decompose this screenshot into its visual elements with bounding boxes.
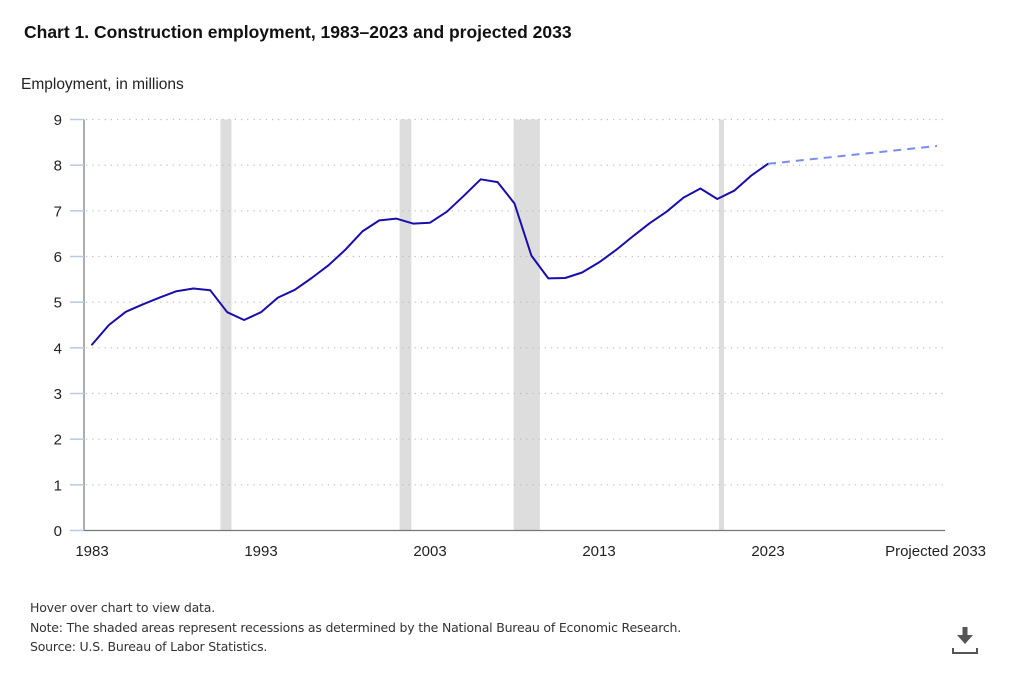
data-point	[765, 161, 771, 167]
y-tick-label: 1	[54, 477, 62, 494]
series	[89, 143, 940, 348]
data-point	[89, 342, 95, 348]
data-point	[275, 295, 281, 301]
y-tick-label: 9	[54, 112, 62, 129]
y-tick-label: 8	[54, 158, 62, 175]
data-point	[393, 216, 399, 222]
data-point	[106, 322, 112, 328]
data-point	[241, 317, 247, 323]
data-point	[647, 220, 653, 226]
data-point	[562, 275, 568, 281]
data-point	[528, 253, 534, 259]
gridlines	[86, 118, 945, 486]
data-point	[376, 217, 382, 223]
y-tick-label: 4	[54, 340, 62, 357]
chart-plot[interactable]: 0 1 2 3 4 5 6 7 8 9 1983 1993 2003 2013 2023 Projected…	[0, 0, 1024, 580]
data-point	[596, 259, 602, 265]
data-point	[681, 195, 687, 201]
x-tick-label: 2013	[582, 543, 615, 560]
y-tick-label: 6	[54, 249, 62, 266]
chart-footer: Hover over chart to view data. Note: The…	[30, 598, 681, 657]
data-point	[292, 287, 298, 293]
recession-band	[399, 119, 412, 531]
x-ticks: 1983 1993 2003 2013 2023 Projected 2033	[75, 543, 986, 560]
data-point	[461, 193, 467, 199]
data-point	[478, 176, 484, 182]
y-tick-label: 2	[54, 432, 62, 449]
recession-band	[718, 119, 724, 531]
data-point	[427, 220, 433, 226]
data-point	[410, 221, 416, 227]
y-tick-label: 0	[54, 523, 62, 540]
data-point	[190, 285, 196, 291]
data-point	[444, 209, 450, 215]
y-tick-label: 5	[54, 295, 62, 312]
data-point	[579, 269, 585, 275]
data-point	[309, 275, 315, 281]
employment-line	[91, 162, 769, 346]
data-point	[934, 143, 940, 149]
data-point	[326, 262, 332, 268]
download-icon	[952, 627, 978, 654]
data-point	[174, 288, 180, 294]
recession-band	[513, 119, 540, 531]
data-point	[545, 275, 551, 281]
y-tick-label: 7	[54, 203, 62, 220]
data-point	[714, 196, 720, 202]
projection-line	[767, 145, 938, 165]
x-tick-label: 2003	[413, 543, 446, 560]
x-tick-label: Projected 2033	[885, 543, 986, 560]
data-point	[512, 201, 518, 207]
data-point	[748, 173, 754, 179]
recession-note: Note: The shaded areas represent recessi…	[30, 619, 682, 635]
y-axis-label: Employment, in millions	[21, 76, 184, 93]
download-button[interactable]	[948, 624, 982, 658]
data-point	[664, 209, 670, 215]
recession-bands	[220, 119, 724, 531]
hover-hint: Hover over chart to view data.	[30, 600, 215, 615]
data-point	[207, 287, 213, 293]
x-tick-label: 1993	[244, 543, 277, 560]
data-point	[157, 295, 163, 301]
data-point	[697, 185, 703, 191]
x-tick-label: 1983	[75, 543, 108, 560]
recession-band	[220, 119, 232, 531]
data-point	[359, 228, 365, 234]
data-point	[140, 301, 146, 307]
chart-title: Chart 1. Construction employment, 1983–2…	[24, 22, 572, 42]
data-point	[613, 247, 619, 253]
source-note: Source: U.S. Bureau of Labor Statistics.	[30, 639, 268, 654]
data-point	[123, 309, 129, 315]
y-tick-label: 3	[54, 386, 62, 403]
data-point	[343, 247, 349, 253]
data-point	[258, 309, 264, 315]
data-point	[495, 179, 501, 185]
data-point	[731, 188, 737, 194]
axes	[83, 119, 945, 532]
x-tick-label: 2023	[751, 543, 784, 560]
y-ticks: 0 1 2 3 4 5 6 7 8 9	[54, 112, 84, 540]
data-point	[630, 233, 636, 239]
data-point	[224, 309, 230, 315]
